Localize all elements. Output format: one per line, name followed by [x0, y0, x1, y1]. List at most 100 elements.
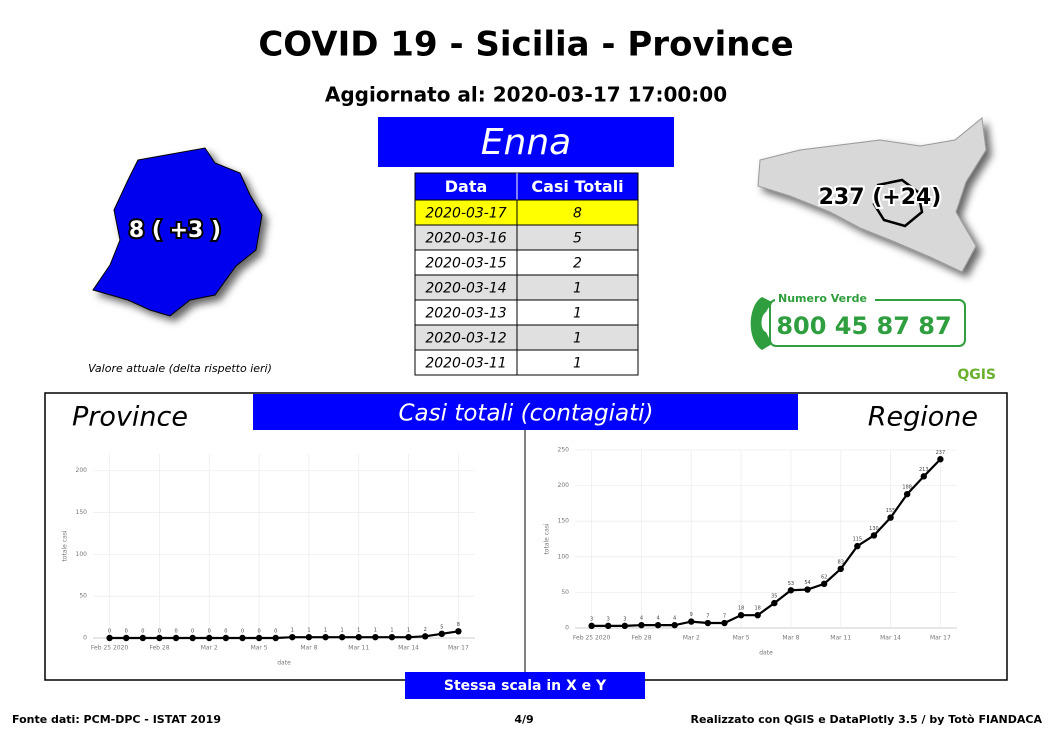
table-header: Data [445, 177, 488, 196]
table-row [414, 249, 639, 276]
table-cell: 5 [573, 231, 582, 247]
table-cell: 8 [573, 206, 582, 222]
data-label: 0 [174, 629, 177, 635]
point [787, 587, 795, 594]
point [388, 633, 396, 641]
table-cell: 2020-03-15 [425, 256, 506, 272]
hotline-number: 800 45 87 87 [776, 312, 951, 340]
x-tick-label: Feb 28 [631, 635, 651, 642]
point [305, 633, 313, 641]
point [903, 490, 911, 498]
footer-page: 4/9 [514, 713, 533, 726]
point [405, 633, 412, 641]
data-label: 4 [673, 616, 676, 622]
data-label: 1 [407, 628, 410, 634]
point [189, 634, 196, 642]
point [322, 633, 329, 641]
point [139, 634, 147, 642]
data-label: 0 [191, 629, 194, 635]
charts-banner: Casi totali (contagiati) [399, 401, 654, 427]
y-tick-label: 150 [558, 518, 570, 525]
y-tick-label: 250 [558, 447, 570, 454]
footer-credits: Realizzato con QGIS e DataPlotly 3.5 / b… [690, 713, 1042, 726]
point [588, 622, 595, 630]
point [206, 634, 213, 642]
data-label: 0 [241, 629, 244, 635]
point [455, 628, 462, 635]
y-tick-label: 100 [76, 551, 88, 558]
data-label: 62 [821, 574, 827, 580]
y-tick-label: 200 [76, 467, 88, 474]
province-map-caption: Valore attuale (delta rispetto ieri) [88, 362, 272, 375]
table-header-bg [414, 172, 639, 201]
point [771, 599, 778, 607]
data-label: 1 [307, 628, 310, 634]
table-header: Casi Totali [531, 177, 623, 196]
chart-title: Regione [868, 402, 978, 433]
footer-source: Fonte dati: PCM-DPC - ISTAT 2019 [12, 713, 221, 726]
data-label: 0 [224, 629, 227, 635]
x-tick-label: Mar 5 [251, 645, 268, 652]
data-label: 0 [158, 629, 161, 635]
point [605, 622, 612, 630]
point [837, 565, 844, 573]
point [721, 619, 728, 627]
table-cell: 1 [573, 356, 582, 372]
point [704, 619, 712, 627]
table-cell: 2020-03-16 [425, 231, 506, 247]
x-tick-label: Feb 25 2020 [573, 635, 611, 642]
data-label: 1 [374, 628, 377, 634]
y-tick-label: 100 [558, 553, 570, 560]
table-row [414, 349, 639, 376]
hotline-title: Numero Verde [778, 292, 867, 305]
point [621, 622, 629, 630]
x-axis-title: date [277, 660, 291, 667]
x-tick-label: Mar 5 [733, 635, 750, 642]
data-label: 54 [804, 580, 810, 586]
table-cell: 2020-03-11 [425, 356, 506, 372]
province-map-label: 8 ( +3 ) [129, 218, 221, 243]
table-cell: 2020-03-13 [425, 306, 506, 322]
chart-title: Province [72, 402, 188, 433]
region-map [757, 117, 987, 273]
data-label: 3 [590, 616, 593, 622]
y-tick-label: 200 [558, 482, 570, 489]
point [737, 611, 745, 619]
data-label: 3 [623, 616, 626, 622]
data-label: 83 [838, 559, 844, 565]
point [937, 456, 944, 463]
data-label: 4 [656, 616, 659, 622]
point [438, 630, 445, 638]
point [372, 633, 379, 641]
point [123, 634, 130, 642]
data-label: 2 [424, 627, 427, 633]
point [106, 634, 113, 642]
region-map-label: 237 (+24) [819, 185, 942, 210]
data-label: 0 [274, 629, 277, 635]
point [289, 633, 296, 641]
point [222, 634, 230, 642]
y-axis-title: totale casi [62, 530, 69, 561]
point [804, 586, 811, 593]
data-label: 1 [324, 628, 327, 634]
x-tick-label: Mar 11 [830, 635, 851, 642]
table-cell: 2020-03-12 [425, 331, 506, 347]
data-label: 7 [723, 614, 726, 620]
charts-note: Stessa scala in X e Y [444, 678, 607, 694]
x-tick-label: Mar 8 [782, 635, 799, 642]
point [355, 633, 362, 641]
province-name: Enna [481, 122, 571, 163]
x-tick-label: Mar 2 [201, 645, 218, 652]
x-axis-title: date [759, 650, 773, 657]
table-cell: 2 [573, 256, 582, 272]
province-map [92, 147, 263, 317]
point [887, 514, 894, 521]
title: COVID 19 - Sicilia - Province [258, 25, 793, 65]
point [172, 634, 180, 642]
y-tick-label: 150 [76, 509, 88, 516]
y-tick-label: 0 [83, 635, 87, 642]
table-cell: 1 [573, 306, 582, 322]
data-label: 213 [919, 467, 929, 473]
table-cell: 2020-03-14 [425, 281, 506, 297]
